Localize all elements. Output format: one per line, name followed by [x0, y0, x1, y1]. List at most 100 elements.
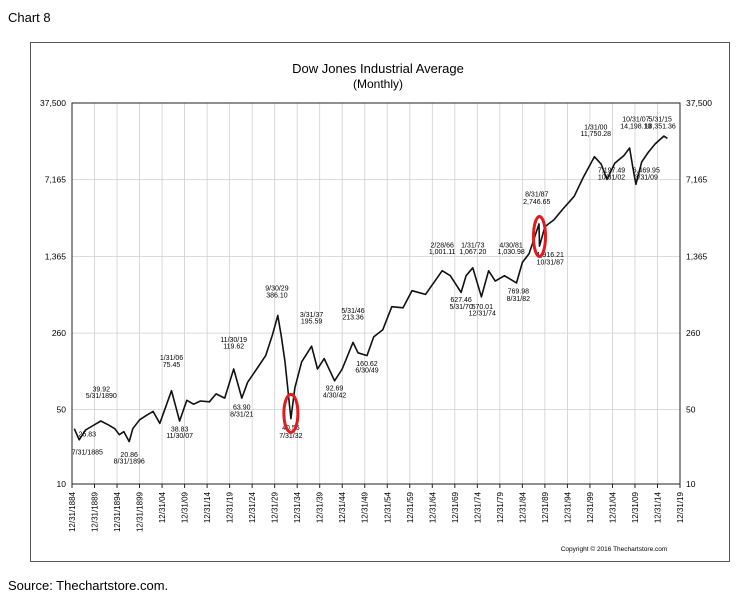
annotation-value: 7,197.49 — [598, 167, 625, 174]
annotation-date: 7/31/1885 — [72, 449, 103, 456]
x-tick-label: 12/31/29 — [271, 491, 280, 523]
annotation-value: 213.36 — [342, 314, 364, 321]
annotation-value: 119.62 — [223, 343, 244, 350]
x-tick-label: 12/31/19 — [226, 491, 235, 523]
annotation-value: 6,469.95 — [633, 167, 660, 174]
annotation-value: 11,750.28 — [580, 131, 611, 138]
y-tick-label-right: 50 — [686, 404, 696, 414]
annotation-date: 7/31/32 — [279, 433, 302, 440]
y-tick-label-left: 1,365 — [45, 251, 67, 261]
annotation-value: 63.90 — [233, 404, 251, 411]
x-tick-label: 12/31/89 — [541, 491, 550, 523]
x-tick-label: 12/31/19 — [676, 491, 685, 523]
x-tick-label: 12/31/04 — [608, 491, 617, 523]
y-tick-label-left: 50 — [57, 404, 67, 414]
annotation-date: 3/31/09 — [635, 174, 658, 181]
plot-area-border — [71, 102, 681, 485]
copyright-text: Copyright © 2016 Thechartstore.com — [561, 545, 668, 553]
y-tick-label-right: 7,165 — [686, 175, 708, 185]
annotation-value: 92.69 — [326, 386, 344, 393]
annotation-date: 12/31/74 — [469, 311, 496, 318]
x-tick-label: 12/31/79 — [496, 491, 505, 523]
x-tick-label: 12/31/94 — [563, 491, 572, 523]
x-tick-label: 12/31/64 — [428, 491, 437, 523]
annotation-date: 8/31/21 — [230, 411, 253, 418]
annotation-date: 1/31/00 — [584, 124, 607, 131]
x-tick-label: 12/31/1894 — [113, 491, 122, 532]
y-tick-label-right: 1,365 — [686, 251, 708, 261]
source-note: Source: Thechartstore.com. — [8, 578, 169, 593]
annotation-date: 6/30/49 — [355, 368, 378, 375]
y-tick-label-right: 37,500 — [686, 98, 712, 108]
annotation-value: 40.56 — [282, 425, 300, 432]
annotation-date: 3/31/37 — [300, 312, 323, 319]
annotation-value: 25.83 — [79, 431, 97, 438]
chart-label: Chart 8 — [8, 10, 51, 25]
annotation-value: 160.62 — [356, 361, 378, 368]
x-tick-label: 12/31/1899 — [136, 491, 145, 532]
annotation-date: 1/31/73 — [461, 243, 484, 250]
x-tick-label: 12/31/1884 — [68, 491, 77, 532]
chart-subtitle: (Monthly) — [353, 77, 403, 91]
annotation-date: 10/31/02 — [598, 174, 625, 181]
x-tick-label: 12/31/14 — [653, 491, 662, 523]
chart-title: Dow Jones Industrial Average — [292, 61, 464, 76]
y-tick-label-right: 260 — [686, 328, 700, 338]
x-tick-label: 12/31/34 — [293, 491, 302, 523]
annotation-date: 8/31/87 — [525, 192, 548, 199]
annotation-value: 20.86 — [120, 452, 138, 459]
x-tick-label: 12/31/59 — [406, 491, 415, 523]
annotation-value: 627.46 — [450, 297, 472, 304]
annotation-value: 195.59 — [301, 319, 323, 326]
x-tick-label: 12/31/84 — [518, 491, 527, 523]
annotation-value: 39.92 — [93, 386, 111, 393]
x-tick-label: 12/31/04 — [158, 491, 167, 523]
annotation-date: 5/31/46 — [341, 308, 364, 315]
x-tick-label: 12/31/09 — [631, 491, 640, 523]
annotation-date: 5/31/70 — [449, 304, 472, 311]
x-tick-label: 12/31/99 — [586, 491, 595, 523]
dow-series-line — [73, 135, 668, 443]
x-tick-label: 12/31/1889 — [91, 491, 100, 532]
annotation-value: 570.01 — [472, 304, 494, 311]
x-tick-label: 12/31/44 — [338, 491, 347, 523]
annotation-date: 9/30/29 — [265, 286, 288, 293]
x-tick-label: 12/31/09 — [181, 491, 190, 523]
highlight-ellipse — [282, 392, 300, 434]
annotation-date: 4/30/42 — [323, 392, 346, 399]
annotation-value: 386.10 — [266, 293, 288, 300]
annotation-date: 11/30/07 — [166, 433, 193, 440]
x-tick-label: 12/31/54 — [383, 491, 392, 523]
y-tick-label-left: 7,165 — [45, 175, 67, 185]
annotation-value: 1,916.21 — [537, 252, 564, 259]
annotation-date: 10/31/87 — [537, 259, 564, 266]
chart-frame — [30, 42, 730, 562]
annotation-date: 4/30/81 — [499, 243, 522, 250]
annotation-value: 38.83 — [171, 427, 189, 434]
annotation-value: 2,746.65 — [523, 199, 550, 206]
annotation-value: 14,198.10 — [620, 123, 651, 130]
annotation-value: 18,351.36 — [645, 123, 676, 130]
y-tick-label-left: 37,500 — [40, 98, 66, 108]
annotation-value: 769.98 — [508, 289, 530, 296]
x-tick-label: 12/31/39 — [316, 491, 325, 523]
annotation-value: 1,067.20 — [459, 249, 486, 256]
annotation-value: 1,001.11 — [429, 249, 456, 256]
y-tick-label-left: 260 — [52, 328, 66, 338]
annotation-date: 8/31/1896 — [114, 459, 145, 466]
annotation-date: 1/31/06 — [160, 355, 183, 362]
x-tick-label: 12/31/49 — [361, 491, 370, 523]
annotation-date: 2/28/66 — [431, 243, 454, 250]
highlight-ellipse — [531, 214, 547, 258]
annotation-date: 5/31/1890 — [86, 393, 117, 400]
x-tick-label: 12/31/24 — [248, 491, 257, 523]
x-tick-label: 12/31/74 — [473, 491, 482, 523]
annotation-date: 5/31/15 — [649, 116, 672, 123]
x-tick-label: 12/31/14 — [203, 491, 212, 523]
annotation-date: 8/31/82 — [507, 296, 530, 303]
y-tick-label-left: 10 — [57, 479, 67, 489]
x-tick-label: 12/31/69 — [451, 491, 460, 523]
annotation-value: 75.45 — [163, 362, 181, 369]
y-tick-label-right: 10 — [686, 479, 696, 489]
